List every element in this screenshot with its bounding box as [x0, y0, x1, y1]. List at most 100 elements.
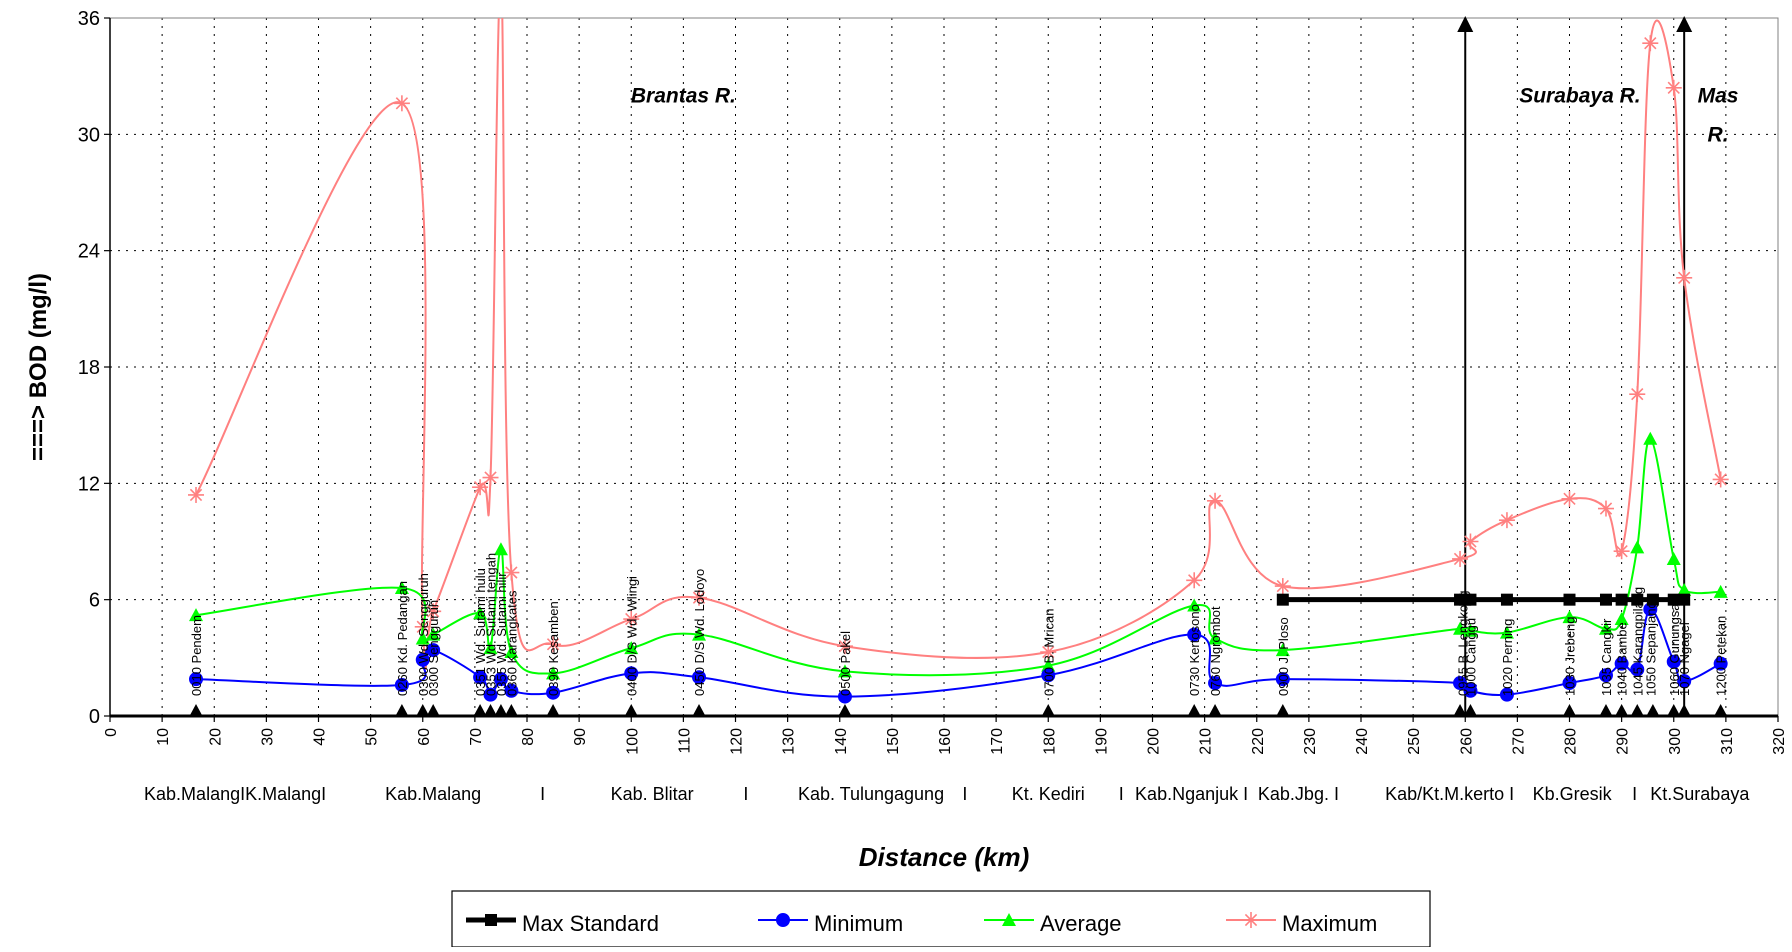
star-stroke	[1208, 494, 1222, 507]
x-tick-label: 230	[1302, 728, 1319, 755]
station-label: 1030 Jrebeng	[1563, 616, 1578, 696]
star-stroke	[189, 488, 203, 502]
station-label: 0730 Kertosono	[1187, 604, 1202, 696]
legend-label: Minimum	[814, 911, 903, 936]
data-point-minimum	[1562, 676, 1577, 691]
data-point-average	[426, 627, 441, 641]
station-marker	[1630, 704, 1645, 717]
region-label: Kab. Tulungagung	[798, 784, 944, 804]
data-point-maximum	[1712, 471, 1729, 488]
series-layer	[188, 18, 1729, 704]
data-point-average	[1643, 431, 1658, 445]
station-label: 0500 Pakel	[838, 631, 853, 696]
star-stroke	[395, 97, 409, 110]
station-marker	[546, 704, 561, 717]
data-point-minimum	[1463, 683, 1478, 698]
x-tick-label: 20	[207, 728, 224, 746]
region-label: Kab. Blitar	[611, 784, 694, 804]
star-stroke	[1453, 552, 1467, 566]
data-point-minimum	[546, 685, 561, 700]
x-tick-label: 120	[729, 728, 746, 755]
data-point-maximum	[1665, 79, 1682, 96]
data-point-minimum	[189, 672, 204, 687]
data-point-max-standard	[1599, 593, 1612, 606]
y-tick-label: 12	[78, 473, 100, 495]
series-max-standard	[1276, 593, 1691, 606]
region-label: I	[1119, 784, 1124, 804]
station-label: 1200 Petekan	[1714, 616, 1729, 696]
star-stroke	[1042, 645, 1055, 659]
legend-swatch-marker	[776, 913, 790, 927]
x-tick-label: 40	[312, 728, 329, 746]
star-stroke	[625, 612, 638, 626]
star-stroke	[484, 471, 497, 484]
station-marker	[504, 704, 519, 717]
data-point-max-standard	[1646, 593, 1659, 606]
station-label: 0010 Pendem	[189, 615, 204, 696]
data-point-minimum	[692, 670, 707, 685]
station-label: 0390 Kesamben	[546, 601, 561, 696]
station-label: 0353 Wd. Sutami tengah	[484, 553, 499, 696]
x-tick-label: 80	[520, 728, 537, 746]
station-label: 1035 Cangkir	[1599, 618, 1614, 696]
data-point-max-standard	[1563, 593, 1576, 606]
data-point-maximum	[1274, 578, 1291, 595]
data-point-average	[189, 608, 204, 622]
x-tick-label: 150	[885, 728, 902, 755]
region-label: Kab.MalangIK.MalangI	[144, 784, 326, 804]
data-point-max-standard	[1667, 593, 1680, 606]
x-tick-label: 210	[1198, 728, 1215, 755]
station-label: 0260 Kd. Pedangan	[395, 581, 410, 696]
data-point-maximum	[623, 611, 640, 628]
star-stroke	[427, 605, 440, 618]
station-label: 0351 Wd. Sutami hulu	[473, 568, 488, 696]
star-stroke	[1244, 913, 1258, 927]
data-point-maximum	[1186, 572, 1203, 589]
data-point-average	[1598, 621, 1613, 635]
data-point-average	[1614, 612, 1629, 626]
station-marker	[1666, 704, 1681, 717]
station-label: 1045 Karangpilang	[1630, 587, 1645, 696]
data-point-maximum	[482, 469, 499, 486]
data-point-maximum	[836, 638, 853, 655]
data-point-maximum	[1462, 533, 1479, 550]
data-point-max-standard	[1464, 593, 1477, 606]
star-stroke	[505, 566, 518, 579]
data-point-average	[493, 542, 508, 556]
station-marker	[1677, 704, 1692, 717]
series-line-maximum	[195, 18, 1722, 671]
x-tick-label: 30	[259, 728, 276, 746]
x-tick-label: 270	[1510, 728, 1527, 755]
star-stroke	[1631, 387, 1644, 401]
star-stroke	[1188, 574, 1201, 587]
station-label: 1000 Canggu	[1463, 618, 1478, 696]
legend-swatch-marker	[1002, 913, 1016, 926]
data-point-maximum	[545, 636, 562, 653]
data-point-minimum	[1666, 654, 1681, 669]
legend: Max Standard Minimum Average Maximum	[451, 890, 1431, 948]
station-marker	[624, 704, 639, 717]
data-point-minimum	[493, 672, 508, 687]
region-label: Kab/Kt.M.kerto I	[1385, 784, 1514, 804]
legend-item-max-standard: Max Standard	[466, 911, 659, 936]
station-label: 0900 J. Ploso	[1276, 617, 1291, 696]
y-tick-label: 6	[89, 590, 100, 612]
data-point-minimum	[1499, 687, 1514, 702]
data-point-maximum	[1561, 490, 1578, 507]
data-point-minimum	[473, 670, 488, 685]
data-point-maximum	[1207, 492, 1224, 509]
data-point-average	[483, 641, 498, 655]
data-point-average	[504, 645, 519, 659]
data-point-maximum	[1613, 543, 1630, 560]
region-label: I	[1632, 784, 1637, 804]
data-point-average	[415, 631, 430, 645]
y-tick-label: 24	[78, 241, 100, 263]
x-tick-label: 70	[468, 728, 485, 746]
data-point-average	[546, 666, 561, 680]
data-point-maximum	[472, 479, 489, 496]
region-label: Kt.Surabaya	[1650, 784, 1750, 804]
data-point-average	[1562, 610, 1577, 624]
y-tick-label: 30	[78, 124, 100, 146]
star-stroke	[1644, 37, 1657, 50]
